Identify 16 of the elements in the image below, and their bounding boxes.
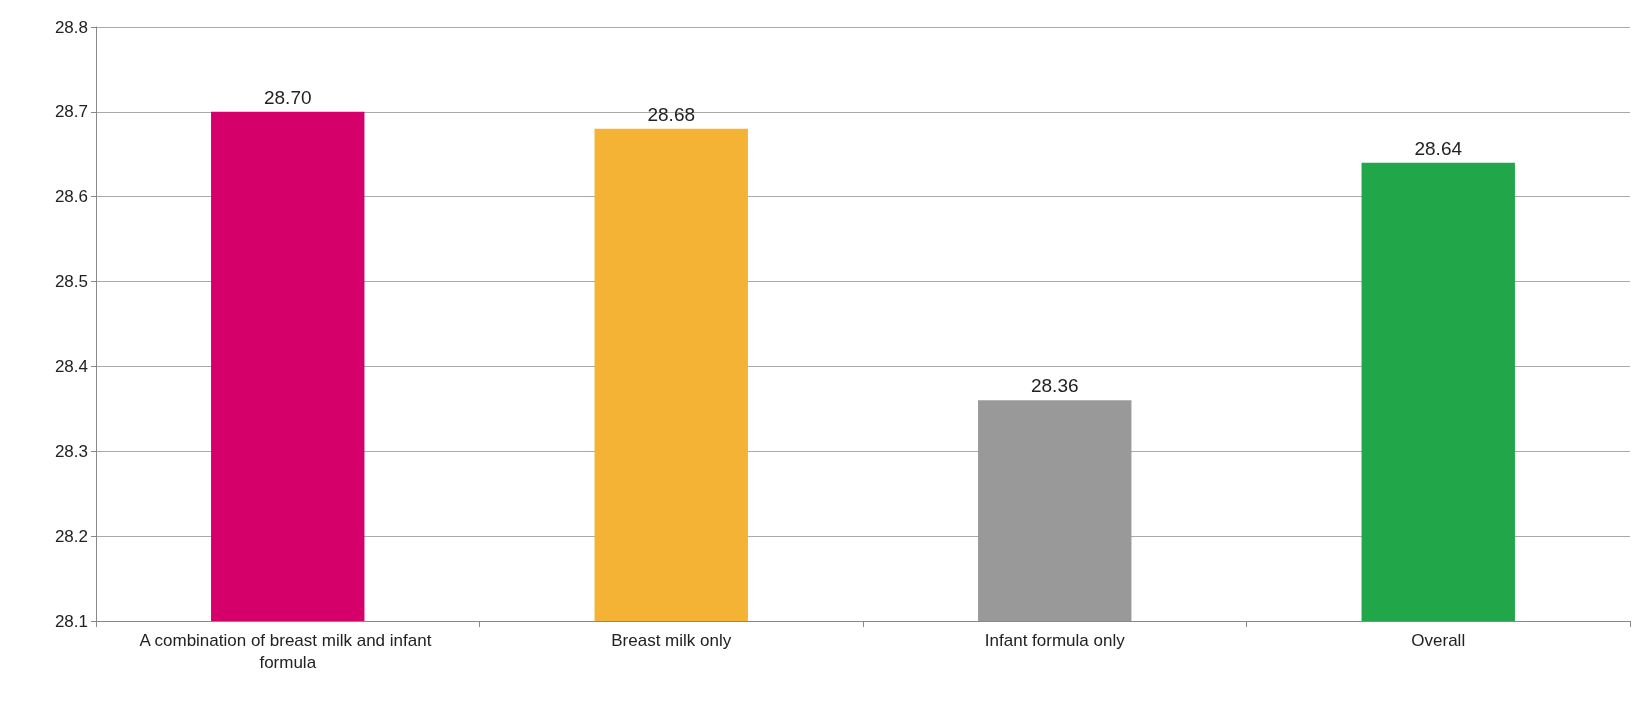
- y-tick-label: 28.8: [54, 17, 88, 37]
- data-label: 28.64: [1414, 137, 1463, 159]
- y-tick-label: 28.1: [54, 611, 88, 631]
- y-tick-label: 28.2: [54, 526, 88, 546]
- y-tick-label: 28.5: [54, 272, 88, 292]
- x-tick-label: A combination of breast milk and infant formula: [139, 630, 437, 672]
- y-tick-label: 28.3: [54, 441, 88, 461]
- data-label: 28.36: [1030, 375, 1079, 397]
- data-label: 28.68: [647, 103, 696, 125]
- data-label: 28.70: [263, 86, 312, 108]
- x-tick-label: Infant formula only: [984, 630, 1126, 650]
- x-tick-label: Breast milk only: [611, 630, 732, 650]
- y-tick-label: 28.7: [54, 102, 88, 122]
- x-tick-label: Overall: [1411, 630, 1466, 650]
- y-tick-label: 28.4: [54, 356, 88, 376]
- y-tick-label: 28.6: [54, 187, 88, 207]
